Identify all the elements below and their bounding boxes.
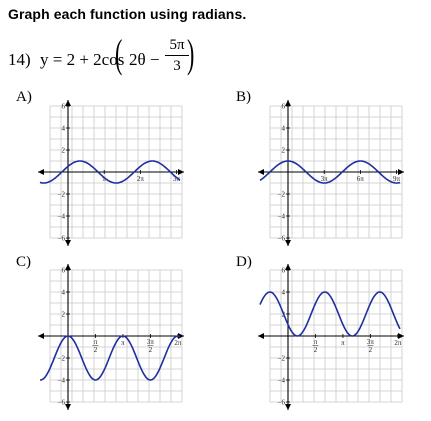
y-tick-label: 6 <box>62 267 66 275</box>
x-tick-label: 3π <box>321 175 329 183</box>
y-tick-label: −2 <box>278 355 286 363</box>
x-tick-label: 2π <box>137 175 145 183</box>
y-tick-label: −4 <box>58 377 66 385</box>
x-tick-label-denominator: 2 <box>314 346 318 354</box>
option-a-graph[interactable]: 6 4 2 −2 −4 −6 π 2π 3π <box>36 98 186 248</box>
x-tick-label: π <box>102 175 106 183</box>
x-axis-arrow-right <box>398 169 404 175</box>
y-tick-label: −4 <box>278 377 286 385</box>
x-tick-label: 3π <box>173 175 181 183</box>
problem-number: 14) <box>8 50 31 69</box>
x-tick-label-denominator: 2 <box>149 346 153 354</box>
function-curve <box>259 160 401 184</box>
x-tick-label: π <box>121 339 125 347</box>
x-tick-label: 3π <box>147 338 155 346</box>
left-paren: ( <box>114 31 123 76</box>
x-tick-label-denominator: 2 <box>369 346 373 354</box>
x-axis-arrow-left <box>38 333 44 339</box>
function-curve <box>40 335 181 381</box>
function-curve <box>39 160 181 184</box>
y-tick-label: 2 <box>282 147 286 155</box>
y-tick-label: −6 <box>278 399 286 407</box>
y-tick-label: 4 <box>62 289 66 297</box>
option-a-label: A) <box>16 89 32 105</box>
y-tick-label: 6 <box>282 267 286 275</box>
x-tick-label: 9π <box>393 175 401 183</box>
y-axis-arrow-down <box>285 240 291 246</box>
right-paren: ) <box>186 31 195 76</box>
function-argument: 2θ − <box>129 50 160 69</box>
y-axis-arrow-up <box>285 100 291 106</box>
y-axis-arrow-down <box>65 404 71 410</box>
x-tick-label: π <box>314 338 318 346</box>
y-tick-label: 4 <box>282 125 286 133</box>
y-tick-label: −6 <box>58 235 66 243</box>
x-axis-arrow-left <box>38 169 44 175</box>
y-axis-arrow-up <box>65 264 71 270</box>
y-axis-arrow-up <box>285 264 291 270</box>
x-tick-label: π <box>94 338 98 346</box>
y-tick-label: 2 <box>62 311 66 319</box>
y-tick-label: −4 <box>278 213 286 221</box>
phase-fraction: 5π 3 <box>165 36 189 76</box>
y-tick-label: 4 <box>282 289 286 297</box>
x-tick-label: 6π <box>357 175 365 183</box>
y-tick-label: −2 <box>278 191 286 199</box>
y-tick-label: 2 <box>62 147 66 155</box>
x-tick-label-denominator: 2 <box>94 346 98 354</box>
fraction-denominator: 3 <box>173 58 181 74</box>
x-axis-arrow-right <box>178 333 184 339</box>
x-axis-arrow-left <box>258 169 264 175</box>
x-tick-label: π <box>341 339 345 347</box>
function-lhs: y = 2 + 2cos <box>40 50 125 69</box>
option-b-graph[interactable]: 6 4 2 −2 −4 −6 3π 6π 9π <box>256 98 406 248</box>
y-tick-label: 6 <box>62 103 66 111</box>
x-tick-label: 2π <box>174 339 182 347</box>
x-tick-label: 2π <box>394 339 402 347</box>
problem-statement: 14) y = 2 + 2cos ( 2θ − 5π 3 ) <box>8 31 228 82</box>
x-axis-arrow-left <box>258 333 264 339</box>
instruction-heading: Graph each function using radians. <box>8 6 247 22</box>
y-tick-label: 6 <box>282 103 286 111</box>
y-axis-arrow-up <box>65 100 71 106</box>
x-axis-arrow-right <box>178 169 184 175</box>
y-axis-arrow-down <box>65 240 71 246</box>
x-tick-label: 3π <box>367 338 375 346</box>
option-b-label: B) <box>236 89 251 105</box>
y-tick-label: 4 <box>62 125 66 133</box>
x-axis-arrow-right <box>398 333 404 339</box>
y-tick-label: −2 <box>58 355 66 363</box>
y-tick-label: −6 <box>58 399 66 407</box>
option-d-label: D) <box>236 254 252 270</box>
option-c-label: C) <box>16 254 31 270</box>
function-curve <box>259 291 401 337</box>
y-tick-label: −6 <box>278 235 286 243</box>
y-tick-label: −4 <box>58 213 66 221</box>
y-axis-arrow-down <box>285 404 291 410</box>
fraction-numerator: 5π <box>165 36 189 56</box>
y-tick-label: −2 <box>58 191 66 199</box>
